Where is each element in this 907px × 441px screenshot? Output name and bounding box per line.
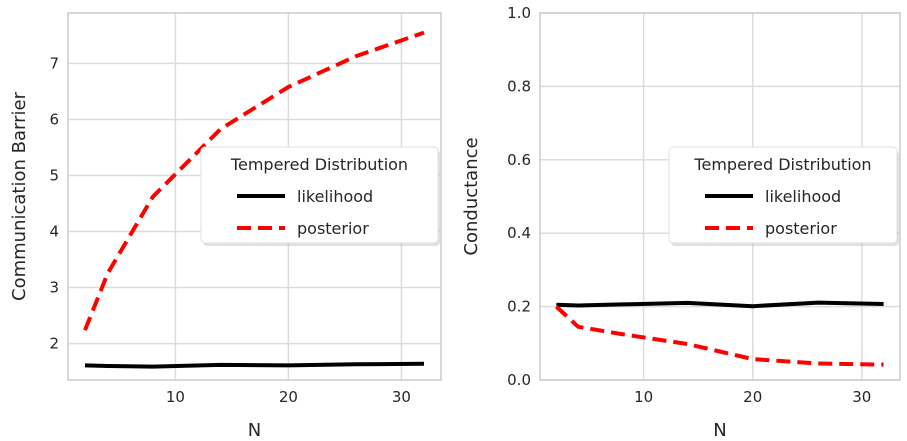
y-tick-label: 5: [49, 166, 59, 184]
series-line-posterior: [83, 30, 425, 331]
x-tick-label: 10: [634, 388, 653, 406]
y-tick-label: 0.8: [507, 77, 531, 95]
legend-label-posterior: posterior: [297, 219, 369, 238]
legend-title: Tempered Distribution: [693, 155, 871, 174]
legend-label-likelihood: likelihood: [297, 187, 373, 206]
y-axis-label: Communication Barrier: [9, 91, 30, 301]
y-axis-label: Conductance: [461, 137, 482, 255]
y-tick-label: 4: [49, 223, 59, 241]
legend-box: [668, 146, 898, 244]
plot-frame: [539, 12, 901, 381]
series-line-posterior: [555, 305, 884, 367]
legend-box: [200, 146, 439, 244]
y-tick-label: 0.0: [507, 371, 531, 389]
right-panel-conductance: 10 20 30 0.0 0.2 0.4 0.6 0.8 1.0 N Conductance Temp…: [461, 4, 901, 441]
series-line-likelihood: [556, 300, 884, 309]
legend-label-likelihood: likelihood: [765, 187, 841, 206]
x-tick-label: 30: [852, 388, 871, 406]
y-tick-label: 3: [49, 279, 59, 297]
x-axis-label: N: [713, 420, 726, 441]
series-line-likelihood: [84, 361, 425, 369]
plot-frame: [67, 12, 442, 381]
legend-label-posterior: posterior: [765, 219, 837, 238]
y-tick-label: 6: [49, 110, 59, 128]
left-panel-communication-barrier: 10 20 30 2 3 4 5 6 7 N Communication Barrier Temper…: [9, 12, 442, 441]
x-tick-label: 20: [743, 388, 762, 406]
x-tick-label: 20: [279, 388, 298, 406]
y-tick-label: 1.0: [507, 4, 531, 22]
y-tick-label: 0.4: [507, 224, 531, 242]
y-tick-label: 2: [49, 335, 59, 353]
x-tick-label: 30: [392, 388, 411, 406]
y-tick-label: 0.2: [507, 298, 531, 316]
x-tick-label: 10: [166, 388, 185, 406]
y-tick-label: 0.6: [507, 151, 531, 169]
legend-title: Tempered Distribution: [230, 155, 408, 174]
x-axis-label: N: [248, 420, 261, 441]
y-tick-label: 7: [49, 54, 59, 72]
